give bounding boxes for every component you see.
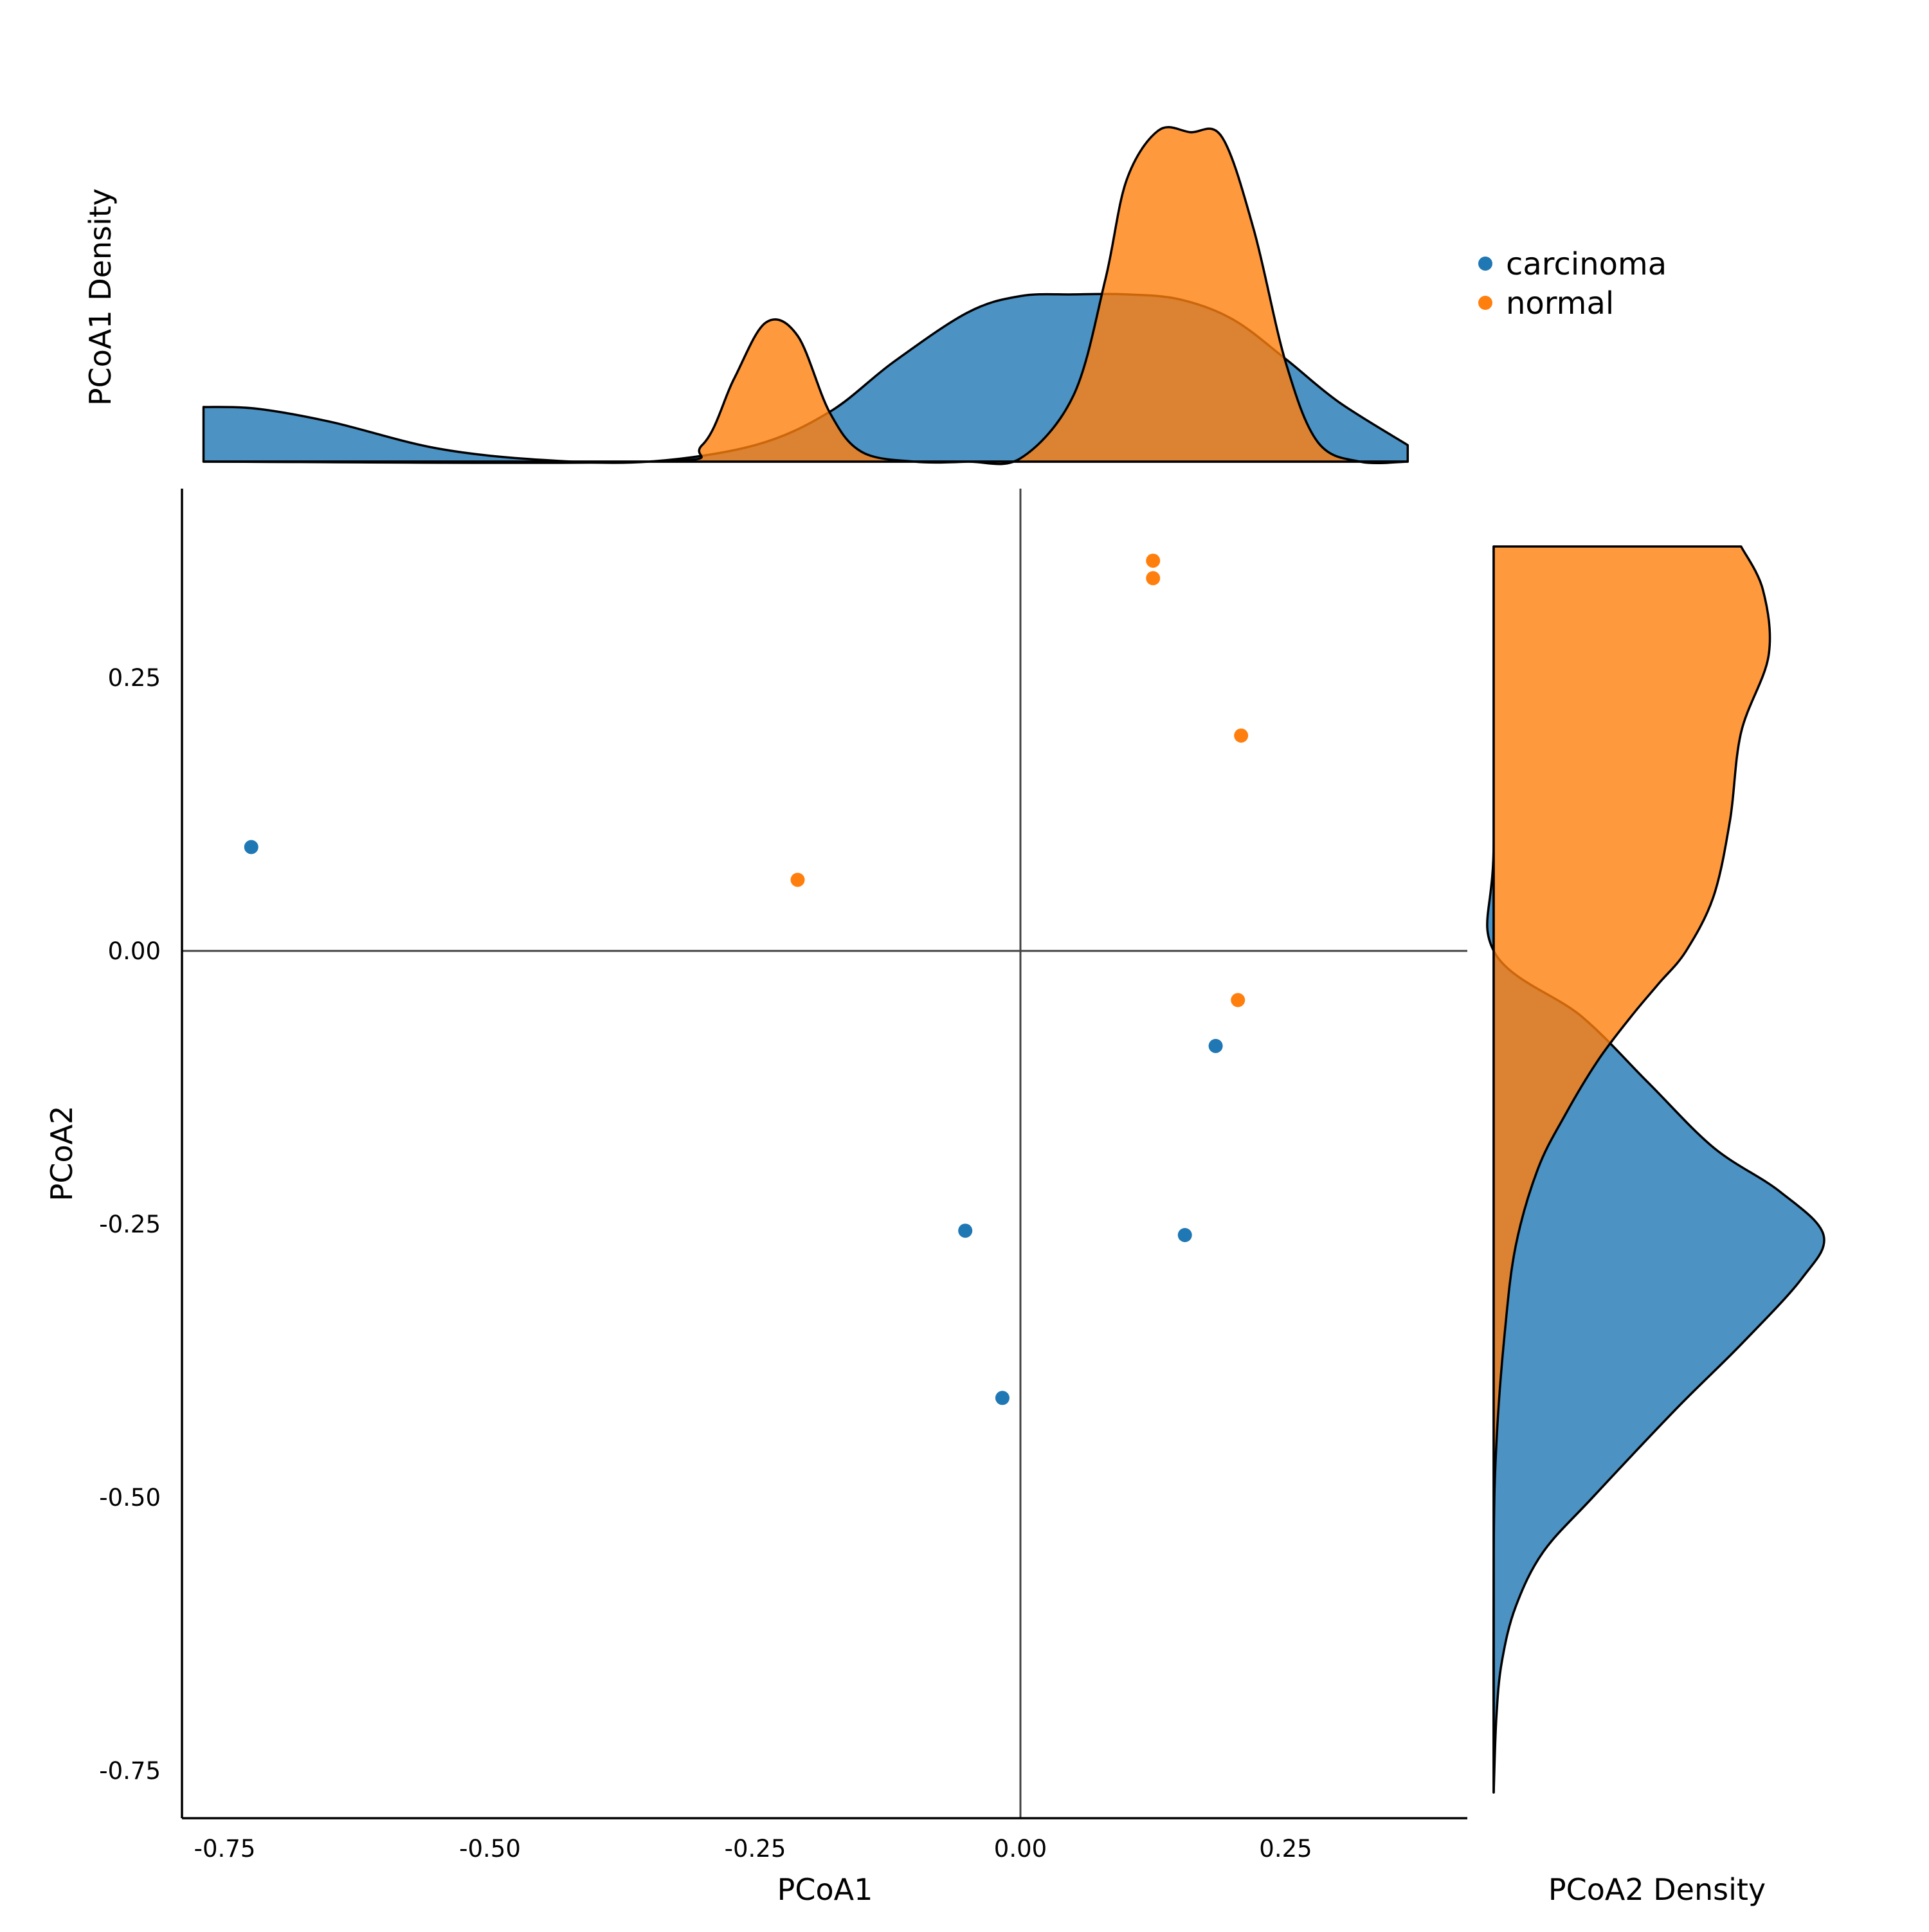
x-axis-title: PCoA1	[777, 1872, 873, 1907]
scatter-point-carcinoma	[1208, 1038, 1223, 1053]
scatter-point-normal	[1231, 993, 1245, 1007]
right-marginal-density: PCoA2 Density	[1486, 545, 1825, 1907]
y-axis-ticks: 0.25 0.00 -0.25 -0.50 -0.75	[99, 664, 161, 1785]
scatter-point-carcinoma	[1177, 1228, 1192, 1242]
y-axis-title: PCoA2	[44, 1106, 79, 1202]
right-density-fill-carcinoma	[1487, 546, 1825, 1792]
top-marginal-density: PCoA1 Density	[83, 126, 1409, 465]
x-tick-label: 0.00	[994, 1835, 1047, 1863]
x-tick-label: -0.75	[194, 1835, 256, 1863]
scatter-point-carcinoma	[958, 1223, 973, 1238]
right-marginal-xlabel: PCoA2 Density	[1548, 1872, 1766, 1907]
top-density-outline-normal	[202, 126, 1409, 465]
y-tick-label: -0.25	[99, 1211, 161, 1238]
scatter-point-normal	[790, 872, 805, 887]
top-marginal-ylabel: PCoA1 Density	[83, 188, 118, 406]
scatter-points	[244, 554, 1249, 1405]
y-tick-label: -0.50	[99, 1484, 161, 1512]
legend-label-normal: normal	[1506, 285, 1614, 321]
scatter-point-normal	[1234, 728, 1249, 743]
x-tick-label: -0.25	[725, 1835, 786, 1863]
scatter-point-carcinoma	[244, 840, 258, 854]
scatter-point-normal	[1146, 571, 1161, 586]
legend-marker-normal	[1478, 296, 1492, 310]
right-density-fill-normal	[1493, 546, 1770, 1792]
top-density-fill-normal	[203, 127, 1408, 464]
y-tick-label: 0.00	[108, 937, 161, 965]
y-tick-label: 0.25	[108, 664, 161, 692]
main-scatter-plot: -0.75 -0.50 -0.25 0.00 0.25 0.250.00-0.25-0.…	[44, 489, 1467, 1907]
right-marginal-curves	[1486, 545, 1825, 1794]
reference-lines	[182, 489, 1467, 1818]
x-tick-label: 0.25	[1259, 1835, 1312, 1863]
legend-marker-carcinoma	[1478, 257, 1492, 271]
top-marginal-curves	[202, 126, 1409, 465]
legend-label-carcinoma: carcinoma	[1506, 246, 1667, 282]
x-tick-label: -0.50	[459, 1835, 521, 1863]
right-density-outline-normal	[1492, 545, 1771, 1794]
scatter-point-carcinoma	[995, 1391, 1010, 1405]
y-tick-label: -0.75	[99, 1757, 161, 1785]
scatter-point-normal	[1146, 554, 1161, 568]
x-axis-ticks: -0.75 -0.50 -0.25 0.00 0.25	[194, 1835, 1312, 1863]
